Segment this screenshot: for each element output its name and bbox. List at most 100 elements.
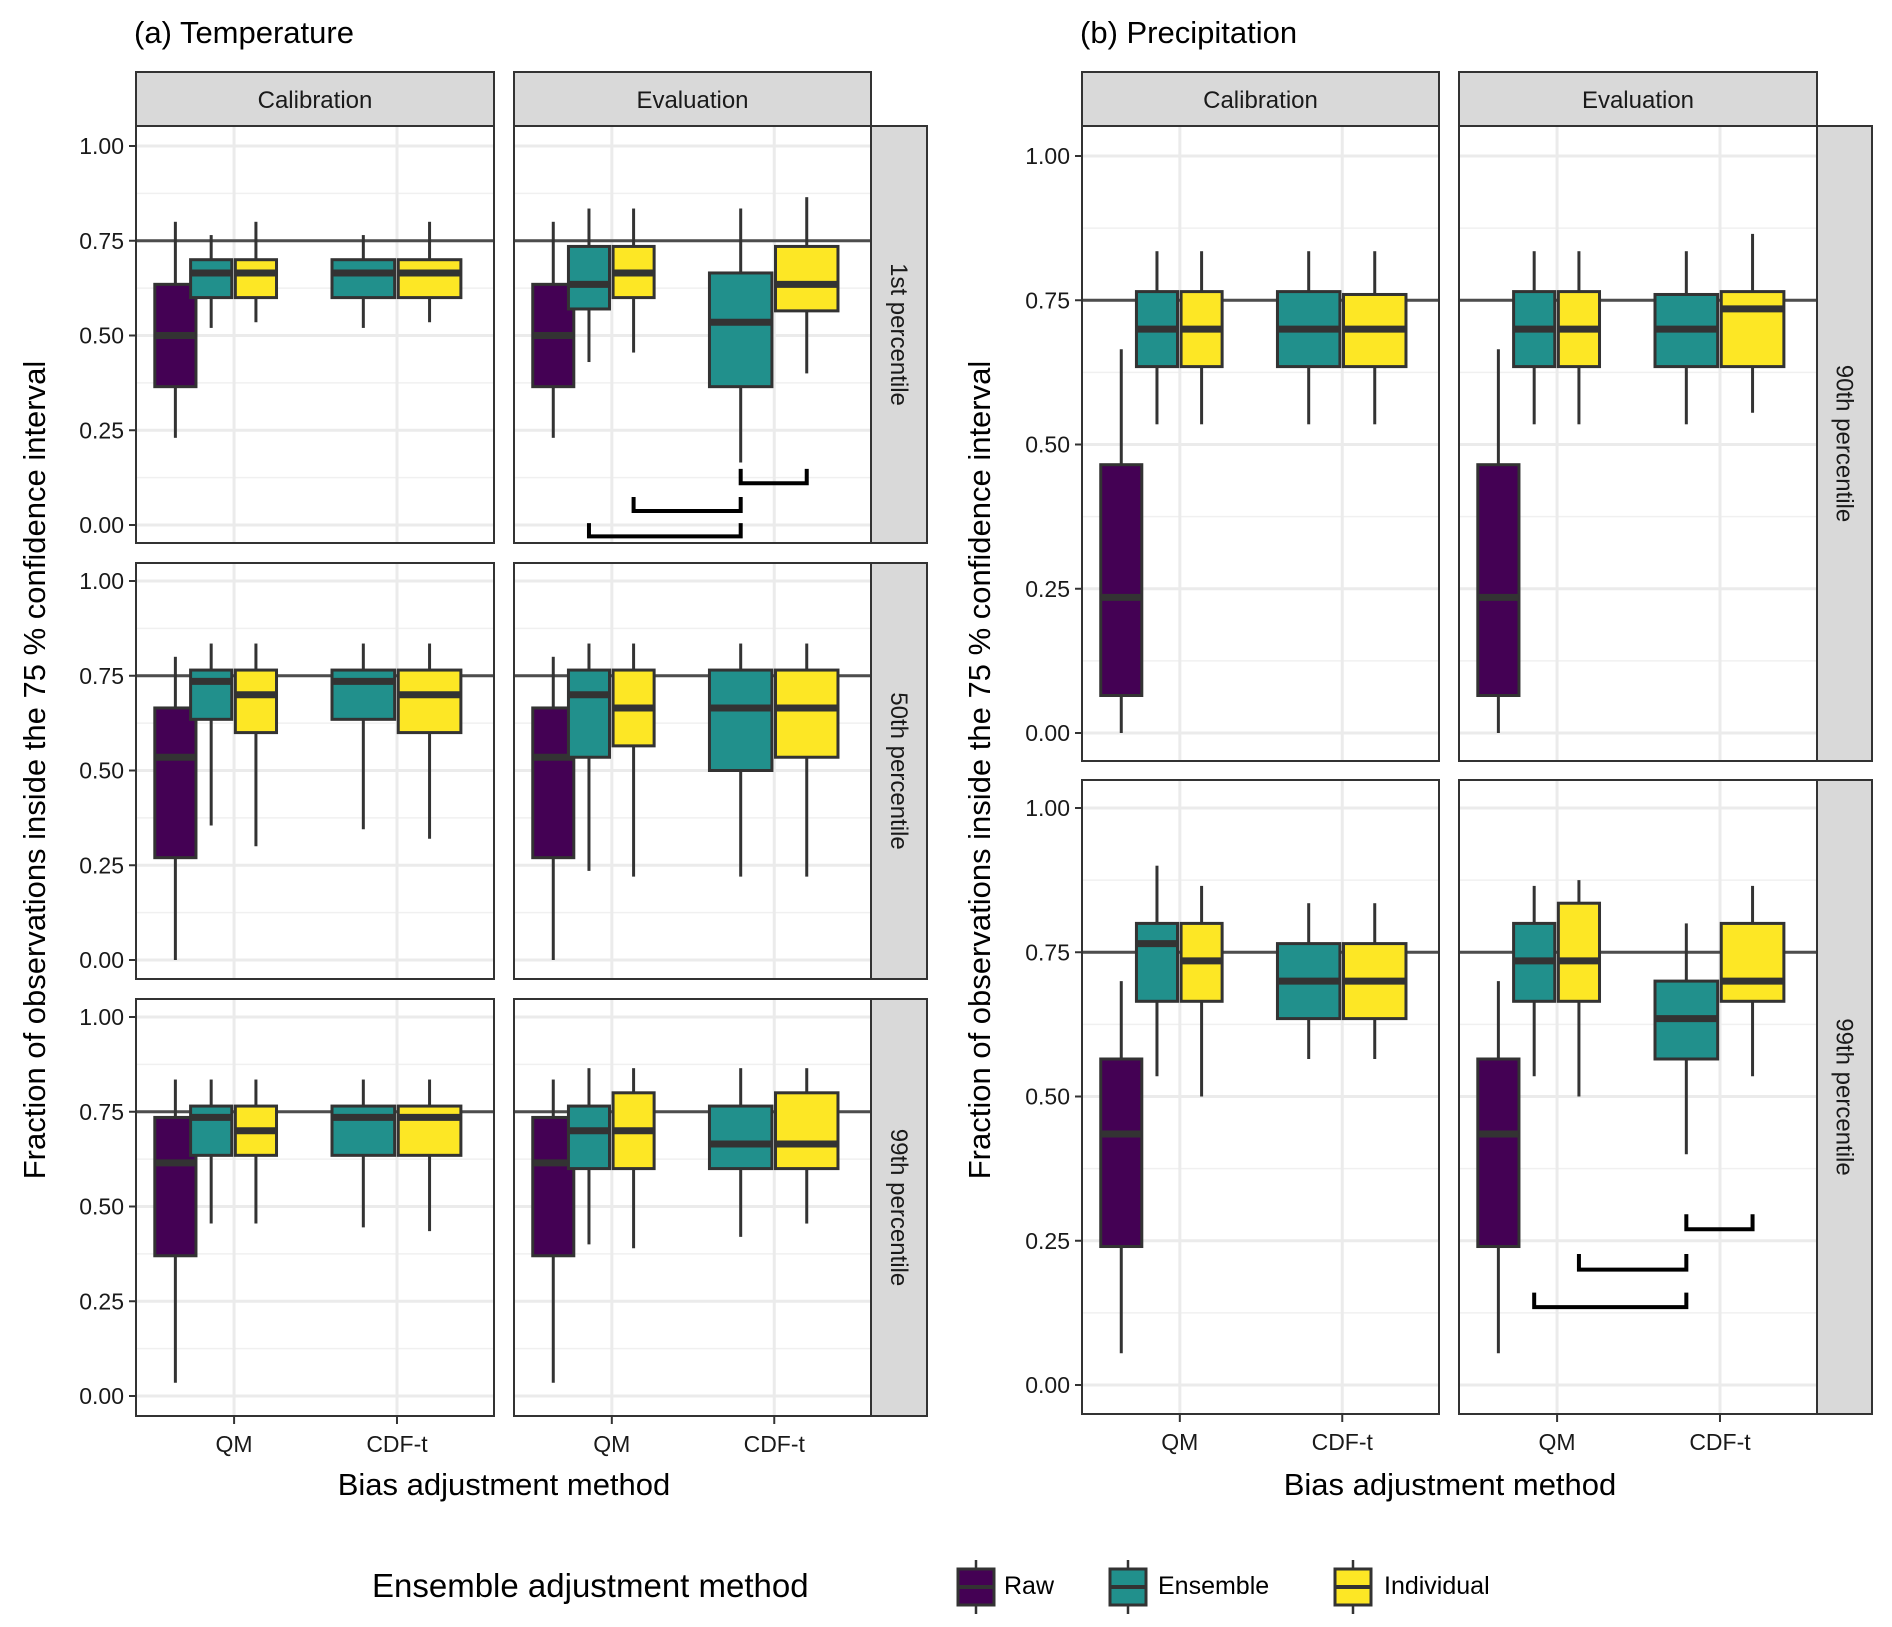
y-tick-label: 0.25 <box>1025 1228 1070 1254</box>
box-ensemble-cdf-t <box>330 643 397 830</box>
y-tick-label: 0.75 <box>1025 939 1070 965</box>
box-ensemble-cdf-t <box>1275 903 1342 1059</box>
panel-border <box>1458 125 1818 762</box>
panel-atemperature-1st-percentile-calibration <box>135 125 495 544</box>
row-strip-label: 99th percentile <box>885 1129 912 1286</box>
x-tick-label-cdf-t: CDF-t <box>366 1431 428 1457</box>
significance-bracket <box>1576 1254 1689 1272</box>
y-tick-label: 0.25 <box>79 417 124 443</box>
box-individual-cdf-t <box>1342 903 1408 1059</box>
box-iqr <box>396 668 463 735</box>
box-individual-qm <box>233 221 279 323</box>
box-iqr <box>1099 463 1144 697</box>
box-ensemble-cdf-t <box>1653 251 1720 425</box>
y-tick-label: 0.50 <box>79 758 124 784</box>
y-tick-label: 0.25 <box>79 852 124 878</box>
facet-strip-calibration <box>135 71 495 127</box>
y-axis-title-precipitation: Fraction of observations inside the 75 %… <box>962 361 997 1180</box>
legend-label-individual: Individual <box>1384 1572 1490 1600</box>
box-raw <box>153 221 198 438</box>
panel-atemperature-1st-percentile-evaluation <box>513 125 872 544</box>
row-strip-label: 1st percentile <box>885 263 912 406</box>
box-iqr <box>1556 901 1602 1003</box>
panel-border <box>135 998 495 1417</box>
panel-border <box>135 562 495 980</box>
box-iqr <box>330 668 397 721</box>
panel-border <box>1081 779 1440 1415</box>
box-iqr <box>1719 921 1786 1003</box>
box-raw <box>1476 349 1521 733</box>
y-tick-label: 0.50 <box>1025 1084 1070 1110</box>
box-iqr <box>707 1104 774 1171</box>
box-ensemble-cdf-t <box>330 235 397 328</box>
y-tick-label: 0.25 <box>1025 576 1070 602</box>
box-raw <box>1476 981 1521 1354</box>
x-tick-label-qm: QM <box>593 1431 630 1457</box>
y-tick-label: 1.00 <box>1025 795 1070 821</box>
box-iqr <box>396 258 463 300</box>
box-iqr <box>233 668 279 735</box>
box-individual-cdf-t <box>774 643 840 877</box>
y-tick-label: 0.75 <box>79 663 124 689</box>
box-ensemble-qm <box>566 1068 611 1245</box>
facet-strip-calibration <box>1081 71 1440 127</box>
box-ensemble-cdf-t <box>707 208 774 463</box>
box-iqr <box>566 244 611 311</box>
box-iqr <box>153 706 198 860</box>
box-raw <box>153 656 198 960</box>
box-individual-qm <box>611 208 656 353</box>
box-iqr <box>707 271 774 389</box>
box-iqr <box>566 668 611 759</box>
panel-border <box>1081 125 1440 762</box>
box-individual-qm <box>611 643 656 877</box>
box-individual-cdf-t <box>396 1079 463 1232</box>
y-tick-label: 0.00 <box>79 512 124 538</box>
box-iqr <box>707 668 774 772</box>
box-individual-cdf-t <box>1342 251 1408 425</box>
box-ensemble-qm <box>1134 865 1179 1077</box>
y-tick-label: 0.50 <box>79 323 124 349</box>
panel-bprecipitation-90th-percentile-calibration <box>1081 125 1440 762</box>
box-iqr <box>1476 463 1521 697</box>
legend-key-ensemble <box>1108 1560 1148 1614</box>
row-strip-label: 99th percentile <box>1831 1018 1858 1175</box>
box-ensemble-qm <box>566 208 611 363</box>
box-iqr <box>566 1104 611 1171</box>
panel-bprecipitation-99th-percentile-evaluation <box>1458 779 1818 1415</box>
panel-border <box>135 125 495 544</box>
x-tick-label-qm: QM <box>1539 1429 1576 1455</box>
box-iqr <box>189 1104 234 1157</box>
panel-atemperature-99th-percentile-evaluation <box>513 998 872 1417</box>
box-ensemble-qm <box>1512 885 1557 1077</box>
box-iqr <box>189 668 234 721</box>
box-individual-qm <box>1556 251 1602 425</box>
box-iqr <box>330 258 397 300</box>
box-ensemble-cdf-t <box>1275 251 1342 425</box>
panel-border <box>513 562 872 980</box>
facet-strip-label: Calibration <box>258 87 373 114</box>
y-tick-label: 1.00 <box>1025 143 1070 169</box>
legend-key-raw <box>956 1560 996 1614</box>
box-individual-cdf-t <box>1719 233 1786 413</box>
box-individual-qm <box>1179 885 1224 1097</box>
legend-title: Ensemble adjustment method <box>372 1567 809 1604</box>
y-tick-label: 0.00 <box>1025 720 1070 746</box>
box-raw <box>153 1079 198 1383</box>
y-tick-label: 0.50 <box>79 1194 124 1220</box>
facet-strip-evaluation <box>1458 71 1818 127</box>
box-individual-cdf-t <box>396 221 463 323</box>
row-strip <box>870 125 928 544</box>
box-individual-cdf-t <box>1719 885 1786 1077</box>
plot-title-precipitation: (b) Precipitation <box>1080 15 1297 50</box>
box-individual-cdf-t <box>396 643 463 839</box>
box-iqr <box>1719 290 1786 369</box>
box-ensemble-qm <box>189 643 234 826</box>
legend-label-ensemble: Ensemble <box>1158 1572 1269 1600</box>
significance-bracket <box>1532 1292 1689 1310</box>
y-tick-label: 0.00 <box>1025 1372 1070 1398</box>
legend-key-individual <box>1333 1560 1373 1614</box>
row-strip <box>1816 125 1873 762</box>
box-iqr <box>189 258 234 300</box>
row-strip <box>870 562 928 980</box>
box-iqr <box>774 668 840 759</box>
